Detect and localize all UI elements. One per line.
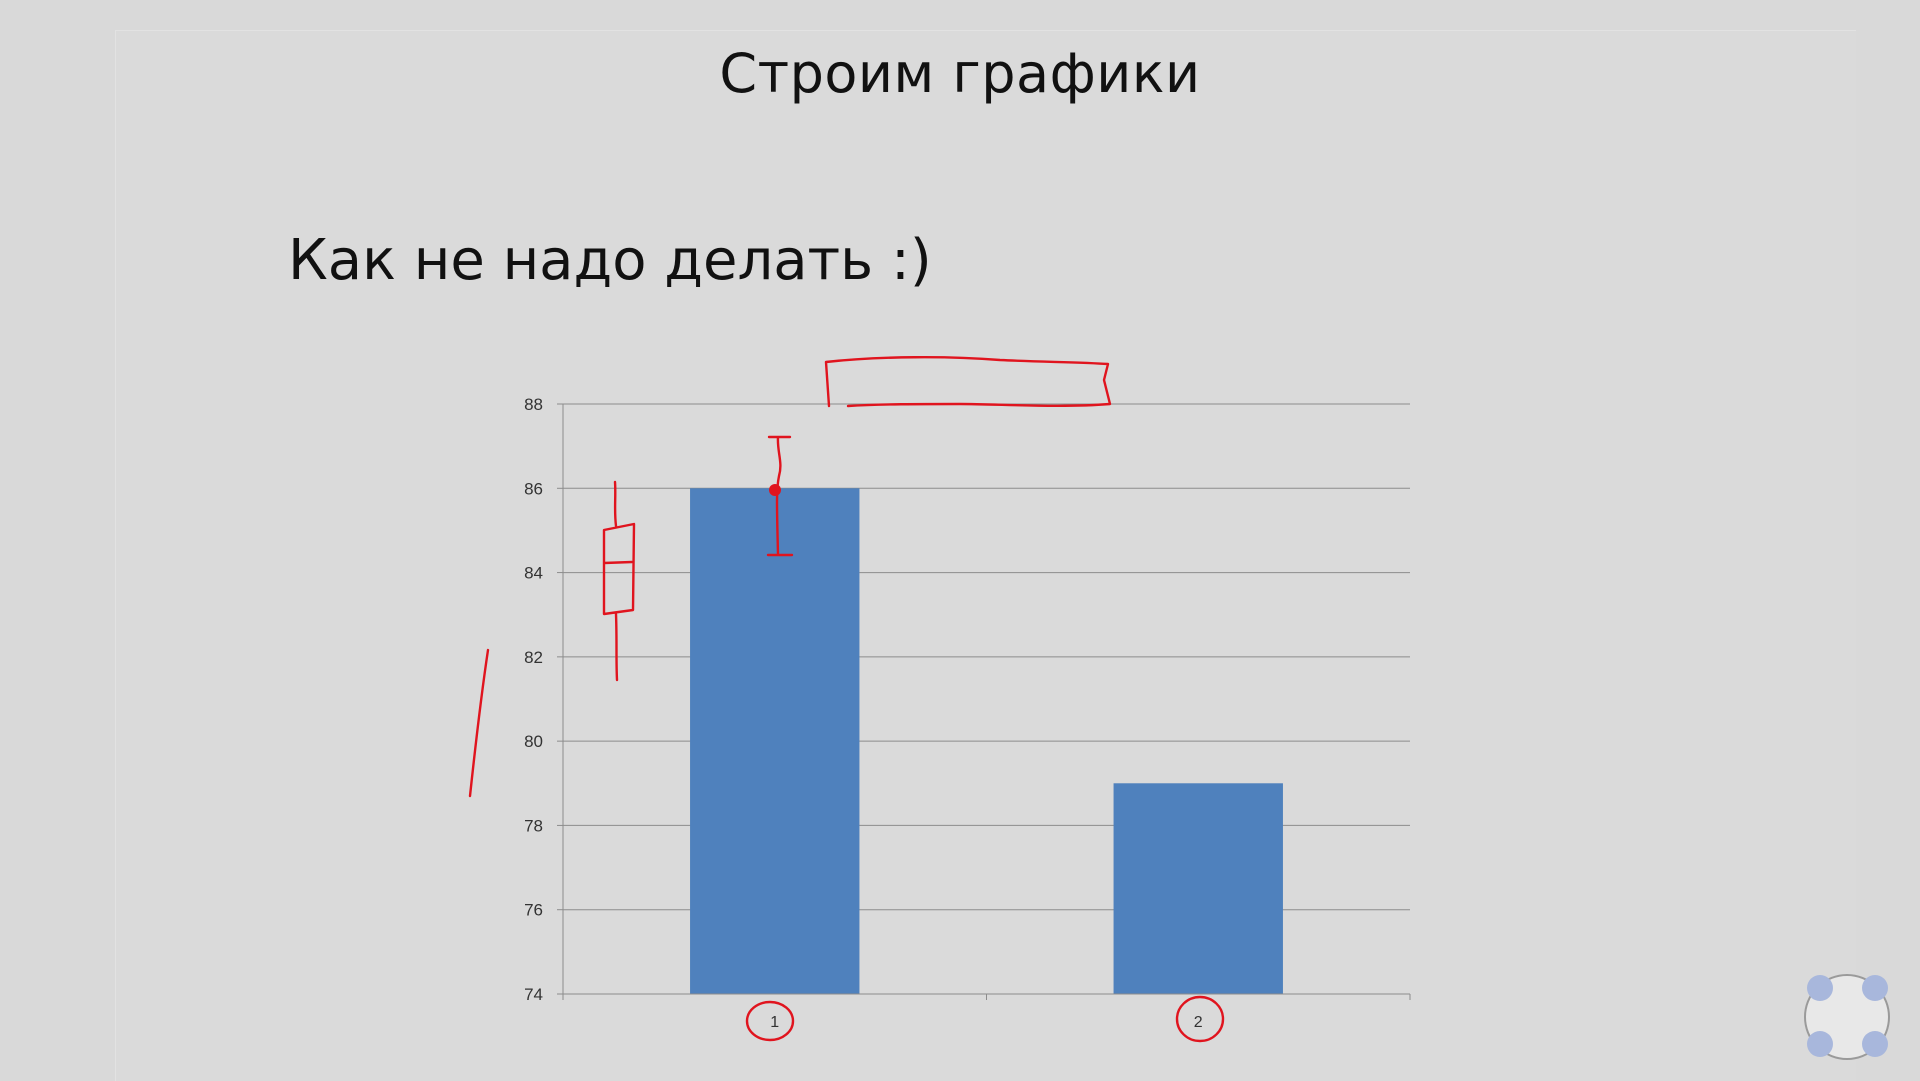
y-tick-label: 84: [524, 564, 543, 583]
ink-slash: [468, 648, 490, 798]
ink-error-bar: [766, 435, 794, 557]
ink-title-box: [824, 356, 1112, 408]
ink-circle-cat-2: [1175, 995, 1225, 1043]
ink-mean-dot: [769, 484, 781, 496]
ink-circle-cat-1: [745, 1000, 795, 1042]
ink-annotations: [468, 356, 1225, 1043]
y-tick-label: 80: [524, 732, 543, 751]
y-tick-label: 74: [524, 985, 543, 1004]
slide-navigator-icon[interactable]: [1802, 972, 1892, 1062]
x-tick-label: 2: [1194, 1014, 1203, 1031]
x-tick-label: 1: [770, 1014, 779, 1031]
ink-boxplot: [602, 480, 636, 682]
tick-labels: 74 76 78 80 82 84 86 88 1 2: [524, 395, 1203, 1031]
y-tick-label: 86: [524, 479, 543, 498]
slide-title: Строим графики: [719, 42, 1201, 105]
y-tick-label: 76: [524, 901, 543, 920]
slide-subtitle: Как не надо делать :): [288, 228, 932, 293]
y-tick-label: 88: [524, 395, 543, 414]
y-tick-label: 82: [524, 648, 543, 667]
bar-1: [690, 488, 860, 994]
bar-2: [1113, 783, 1283, 994]
axes: [557, 403, 1411, 1000]
y-tick-label: 78: [524, 816, 543, 835]
slide-panel: [115, 30, 1856, 1081]
bars: [690, 488, 1283, 994]
